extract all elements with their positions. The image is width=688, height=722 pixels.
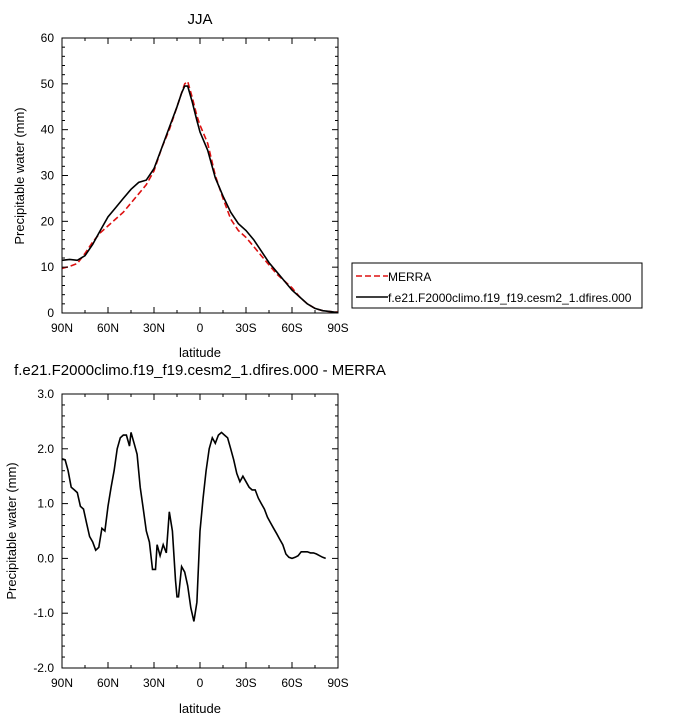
chart2-ytick-label: -1.0 (33, 606, 54, 620)
chart1-ytick-label: 0 (47, 306, 54, 320)
chart1-ytick-label: 60 (41, 31, 55, 45)
bottom-chart-ylabel: Precipitable water (mm) (4, 462, 19, 599)
chart1-xtick-label: 0 (197, 321, 204, 335)
chart1-ytick-label: 50 (41, 77, 55, 91)
chart2-ytick-label: 0.0 (37, 551, 54, 565)
chart1-ytick-label: 10 (41, 260, 55, 274)
top-chart-ylabel: Precipitable water (mm) (12, 107, 27, 244)
top-chart-panel: JJA 90N 60N 30N 0 30S 60S 90S 0 10 20 30 40 50 60 Pre… (12, 11, 349, 360)
chart1-xtick-label: 90N (51, 321, 73, 335)
legend-label-merra: MERRA (388, 270, 431, 284)
chart2-xtick-label: 0 (197, 676, 204, 690)
bottom-chart-marks: 90N 60N 30N 0 30S 60S 90S -2.0 -1.0 0.0 1.0 2.0 3.0 (33, 387, 348, 690)
chart1-ytick-label: 40 (41, 123, 55, 137)
chart2-xtick-label: 60N (97, 676, 119, 690)
bottom-chart-title: f.e21.F2000climo.f19_f19.cesm2_1.dfires.… (14, 362, 386, 379)
bottom-chart-xlabel: latitude (179, 701, 221, 716)
chart1-xtick-label: 30S (235, 321, 256, 335)
chart2-ytick-label: 1.0 (37, 497, 54, 511)
chart2-ytick-label: 3.0 (37, 387, 54, 401)
chart2-xtick-label: 60S (281, 676, 302, 690)
chart1-series-line-1 (61, 80, 339, 313)
chart1-xtick-label: 60N (97, 321, 119, 335)
chart1-xtick-label: 90S (327, 321, 348, 335)
chart1-series-line-2 (61, 85, 339, 314)
legend-box (351, 262, 643, 309)
chart2-xtick-label: 30S (235, 676, 256, 690)
top-chart-marks: 90N 60N 30N 0 30S 60S 90S 0 10 20 30 40 50 60 (41, 31, 349, 335)
chart2-ytick-label: -2.0 (33, 661, 54, 675)
top-chart-title: JJA (187, 11, 212, 28)
chart2-xtick-label: 30N (143, 676, 165, 690)
chart1-xtick-label: 30N (143, 321, 165, 335)
chart1-frame (61, 37, 339, 314)
legend: MERRA f.e21.F2000climo.f19_f19.cesm2_1.d… (351, 262, 643, 309)
chart2-ytick-label: 2.0 (37, 442, 54, 456)
legend-label-model: f.e21.F2000climo.f19_f19.cesm2_1.dfires.… (388, 291, 632, 305)
chart2-xtick-label: 90S (327, 676, 348, 690)
bottom-chart-panel: f.e21.F2000climo.f19_f19.cesm2_1.dfires.… (4, 362, 386, 716)
chart1-ytick-label: 30 (41, 169, 55, 183)
chart2-xtick-label: 90N (51, 676, 73, 690)
chart1-xtick-label: 60S (281, 321, 302, 335)
top-chart-xlabel: latitude (179, 345, 221, 360)
chart1-ytick-label: 20 (41, 214, 55, 228)
chart2-series-line-1 (61, 431, 326, 622)
